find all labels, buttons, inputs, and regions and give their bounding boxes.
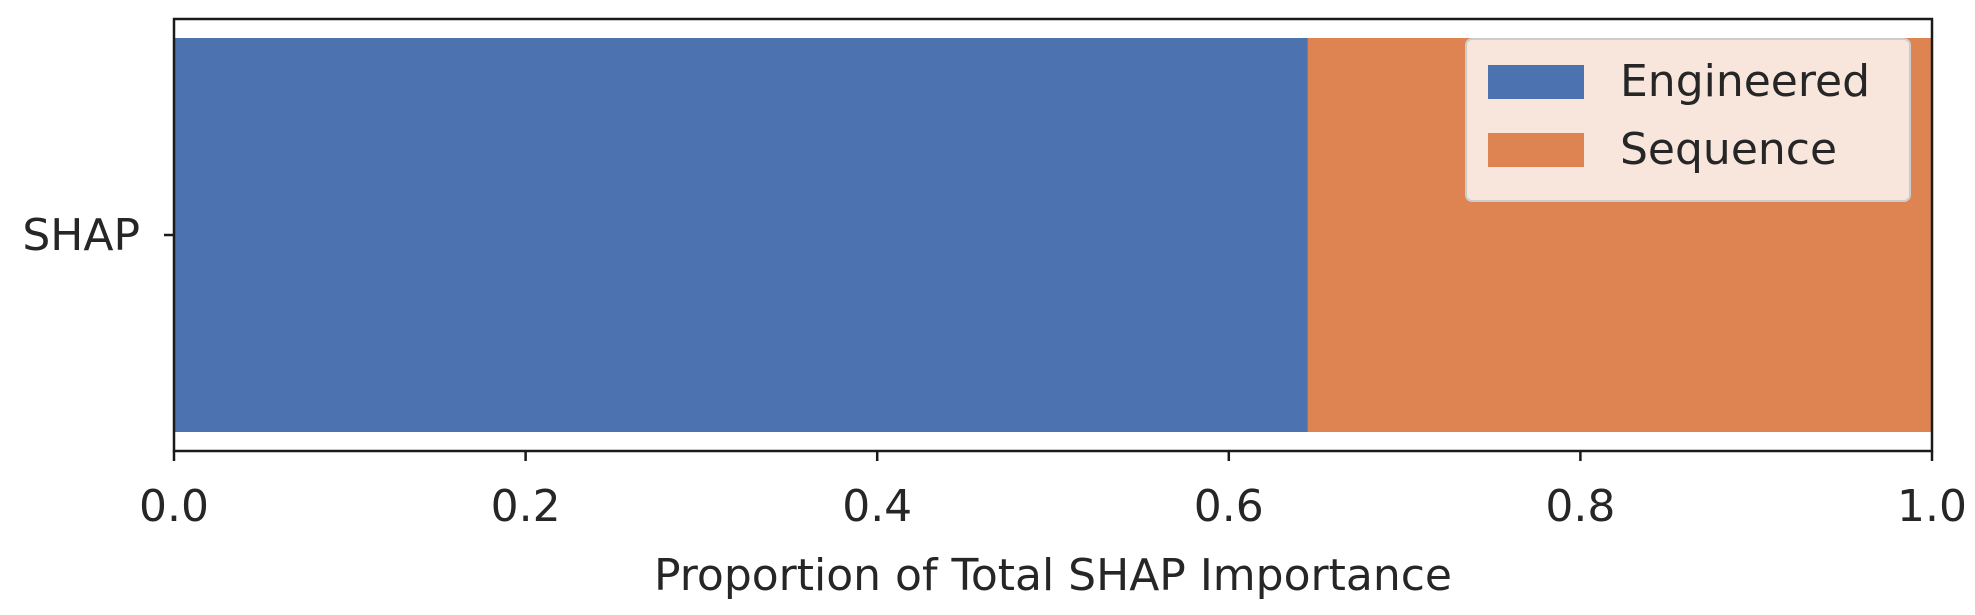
x-tick-label: 0.6	[1194, 481, 1264, 532]
x-tick-label: 0.8	[1545, 481, 1615, 532]
legend-swatch-sequence	[1488, 133, 1584, 167]
y-axis-ticks: SHAP	[22, 210, 174, 261]
y-tick-label: SHAP	[22, 210, 140, 261]
x-axis-ticks: 0.0 0.2 0.4 0.6 0.8 1.0	[139, 451, 1967, 532]
bar-engineered-shap	[174, 38, 1308, 432]
x-tick-label: 0.0	[139, 481, 209, 532]
x-tick-label: 0.4	[842, 481, 912, 532]
legend-label-sequence: Sequence	[1620, 124, 1837, 175]
legend-swatch-engineered	[1488, 65, 1584, 99]
legend-label-engineered: Engineered	[1620, 56, 1870, 107]
x-tick-label: 1.0	[1897, 481, 1967, 532]
legend: Engineered Sequence	[1465, 38, 1911, 202]
x-tick-label: 0.2	[491, 481, 561, 532]
x-axis-label: Proportion of Total SHAP Importance	[654, 550, 1452, 601]
